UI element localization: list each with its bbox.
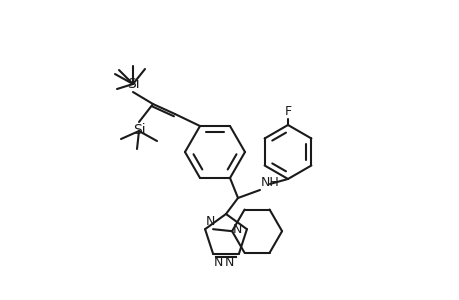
Text: NH: NH bbox=[260, 176, 279, 189]
Text: N: N bbox=[224, 256, 234, 269]
Text: N: N bbox=[213, 256, 223, 269]
Text: N: N bbox=[206, 215, 215, 228]
Text: Si: Si bbox=[132, 123, 145, 137]
Text: Si: Si bbox=[126, 77, 139, 91]
Text: N: N bbox=[232, 223, 241, 236]
Text: F: F bbox=[284, 105, 291, 118]
